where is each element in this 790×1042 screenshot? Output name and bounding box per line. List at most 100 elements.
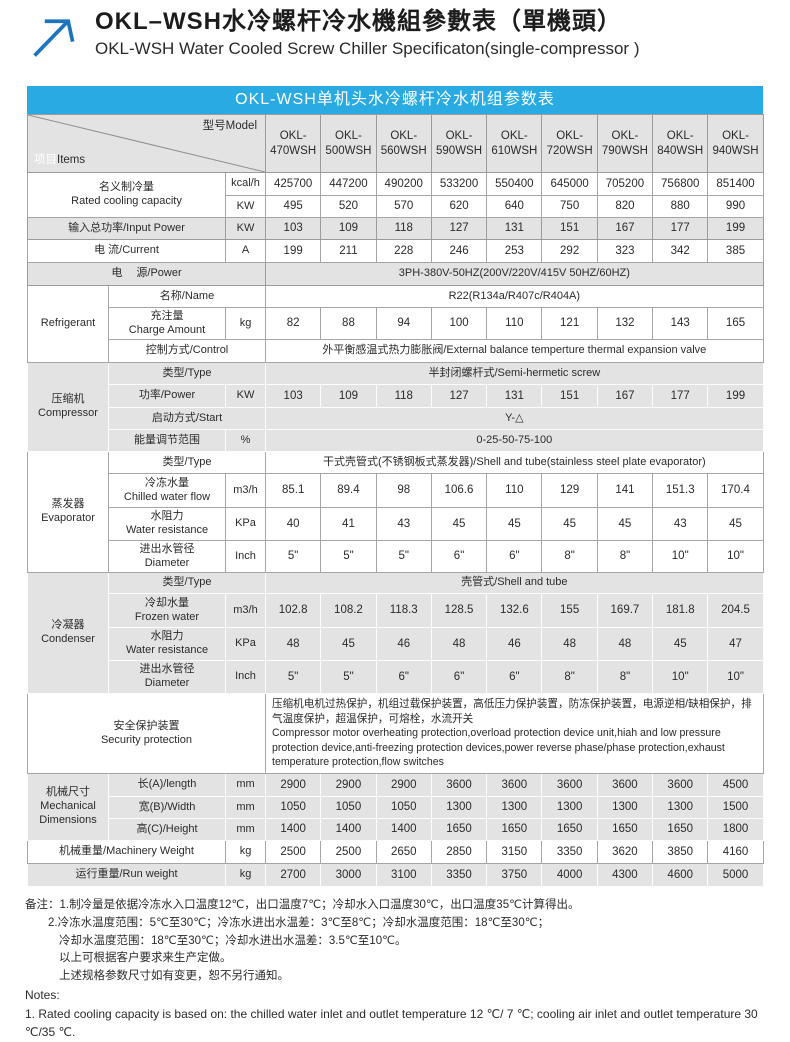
- value-cell: 155: [541, 593, 598, 628]
- value-cell: 8": [541, 660, 598, 694]
- item-label-cell: 机械重量/Machinery Weight: [27, 840, 226, 865]
- value-cell: 533200: [430, 172, 488, 196]
- value-cell: 6": [375, 660, 432, 694]
- items-label: 项目Items: [34, 153, 86, 166]
- value-cell: 128.5: [430, 593, 488, 628]
- value-cell: 4160: [707, 840, 764, 865]
- value-cell: 48: [596, 627, 654, 661]
- section-label-cell: 蒸发器 Evaporator: [27, 451, 109, 573]
- value-cell: 40: [264, 507, 322, 541]
- item-label-cell: 控制方式/Control: [108, 339, 266, 363]
- value-cell: 199: [707, 384, 764, 408]
- brand-arrow-icon: [33, 19, 75, 57]
- unit-cell: KW: [225, 384, 266, 408]
- value-cell: 6": [486, 660, 543, 694]
- value-cell: 103: [264, 384, 322, 408]
- value-cell: 108.2: [320, 593, 377, 628]
- value-cell: 10": [652, 660, 709, 694]
- unit-cell: mm: [225, 773, 266, 798]
- value-cell: 8": [541, 540, 598, 573]
- item-label-cell: 水阻力 Water resistance: [108, 507, 226, 541]
- unit-cell: kcal/h: [225, 172, 266, 196]
- note-line: 以上可根据客户要求来生产定做。: [59, 952, 232, 965]
- model-header-cell: OKL- 590WSH: [430, 114, 488, 173]
- value-cell: 94: [375, 307, 432, 340]
- value-cell: 199: [707, 217, 764, 240]
- value-cell: 100: [430, 307, 488, 340]
- merged-value-cell: 外平衡感温式热力膨胀阀/External balance temperture …: [265, 339, 764, 363]
- value-cell: 820: [596, 195, 654, 218]
- value-cell: 131: [486, 384, 543, 408]
- value-cell: 342: [652, 239, 709, 263]
- value-cell: 323: [596, 239, 654, 263]
- value-cell: 204.5: [707, 593, 764, 628]
- item-label-cell: 冷却水量 Frozen water: [108, 593, 226, 628]
- section-label-cell: 压缩机 Compressor: [27, 362, 109, 452]
- items-model-corner: 项目Items 型号Model: [27, 114, 266, 173]
- item-label-cell: 输入总功率/Input Power: [27, 217, 226, 240]
- item-label-cell: 充注量 Charge Amount: [108, 307, 226, 340]
- item-label-cell: 进出水管径 Diameter: [108, 660, 226, 694]
- model-header-cell: OKL- 840WSH: [652, 114, 709, 173]
- value-cell: 177: [652, 384, 709, 408]
- value-cell: 1300: [652, 796, 709, 820]
- value-cell: 640: [486, 195, 543, 218]
- item-label-cell: 安全保护装置 Security protection: [27, 692, 266, 775]
- value-cell: 3150: [486, 840, 543, 865]
- value-cell: 85.1: [264, 473, 322, 508]
- unit-cell: mm: [225, 796, 266, 820]
- item-label-cell: 进出水管径 Diameter: [108, 540, 226, 573]
- item-label-cell: 启动方式/Start: [108, 407, 266, 430]
- value-cell: 3000: [320, 863, 377, 888]
- model-header-cell: OKL- 610WSH: [486, 114, 543, 173]
- value-cell: 1800: [707, 818, 764, 842]
- value-cell: 3600: [430, 773, 488, 798]
- item-label-cell: 长(A)/length: [108, 773, 226, 798]
- value-cell: 43: [375, 507, 432, 541]
- value-cell: 3350: [541, 840, 598, 865]
- value-cell: 89.4: [320, 473, 377, 508]
- value-cell: 550400: [486, 172, 543, 196]
- value-cell: 43: [652, 507, 709, 541]
- value-cell: 110: [486, 473, 543, 508]
- model-header-row: 项目Items 型号Model OKL- 470WSH OKL- 500WSH OK…: [27, 114, 764, 173]
- value-cell: 490200: [375, 172, 432, 196]
- value-cell: 45: [596, 507, 654, 541]
- value-cell: 132.6: [486, 593, 543, 628]
- item-label-cell: 运行重量/Run weight: [27, 863, 226, 888]
- value-cell: 143: [652, 307, 709, 340]
- model-header-cell: OKL- 940WSH: [707, 114, 764, 173]
- value-cell: 167: [596, 217, 654, 240]
- value-cell: 3850: [652, 840, 709, 865]
- value-cell: 199: [264, 239, 322, 263]
- value-cell: 385: [707, 239, 764, 263]
- value-cell: 45: [320, 627, 377, 661]
- value-cell: 253: [486, 239, 543, 263]
- value-cell: 6": [430, 540, 488, 573]
- value-cell: 3600: [652, 773, 709, 798]
- merged-value-cell: 半封闭螺杆式/Semi-hermetic screw: [265, 362, 764, 385]
- note-line: 备注：1.制冷量是依据冷冻水入口温度12℃，出口温度7℃；冷却水入口温度30℃，…: [25, 899, 580, 912]
- value-cell: 4300: [596, 863, 654, 888]
- unit-cell: KPa: [225, 507, 266, 541]
- value-cell: 127: [430, 217, 488, 240]
- value-cell: 851400: [707, 172, 764, 196]
- value-cell: 2500: [320, 840, 377, 865]
- value-cell: 5": [264, 540, 322, 573]
- unit-cell: mm: [225, 818, 266, 842]
- model-header-cell: OKL- 500WSH: [320, 114, 377, 173]
- value-cell: 2900: [264, 773, 322, 798]
- section-label-cell: 机械尺寸 Mechanical Dimensions: [27, 773, 109, 842]
- value-cell: 167: [596, 384, 654, 408]
- unit-cell: Inch: [225, 660, 266, 694]
- value-cell: 45: [541, 507, 598, 541]
- value-cell: 8": [596, 540, 654, 573]
- note-line: 1. Rated cooling capacity is based on: t…: [25, 1006, 758, 1040]
- item-label-cell: 名称/Name: [108, 285, 266, 308]
- value-cell: 45: [430, 507, 488, 541]
- value-cell: 127: [430, 384, 488, 408]
- value-cell: 3100: [375, 863, 432, 888]
- value-cell: 109: [320, 384, 377, 408]
- value-cell: 121: [541, 307, 598, 340]
- value-cell: 5": [320, 540, 377, 573]
